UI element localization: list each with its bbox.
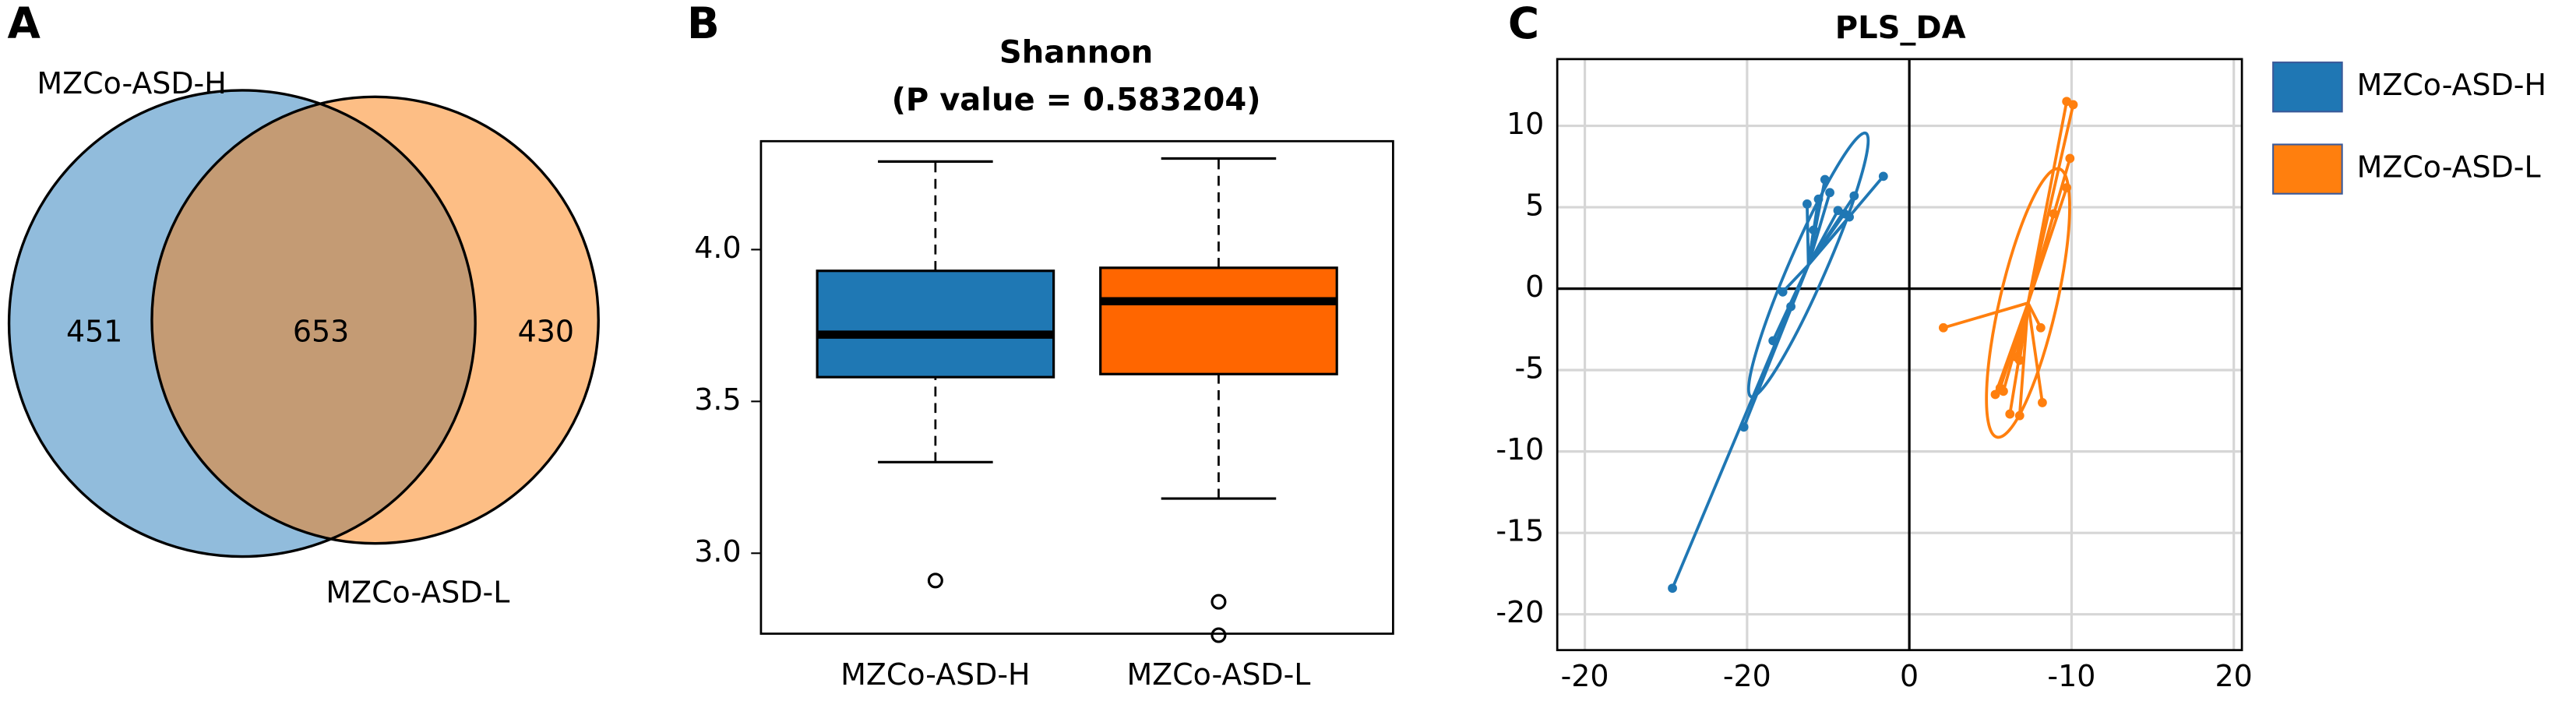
chart-subtitle: (P value = 0.583204) — [892, 83, 1261, 118]
point — [2062, 183, 2072, 192]
point — [2014, 410, 2025, 421]
centroid-link — [1806, 230, 1816, 266]
point — [2038, 398, 2047, 407]
x-tick-label: 0 — [1900, 659, 1919, 693]
plot-frame — [759, 139, 1394, 635]
venn-count: 451 — [66, 314, 122, 348]
point — [2005, 409, 2015, 419]
box — [1099, 266, 1338, 375]
centroid-link — [1806, 203, 1810, 266]
venn-count: 653 — [293, 314, 349, 348]
set-label: MZCo-ASD-H — [37, 66, 226, 100]
chart-title: Shannon — [999, 35, 1153, 71]
centroid-link — [1943, 301, 2029, 329]
y-tick-label: 3.0 — [694, 534, 741, 569]
plot-frame — [1556, 58, 2243, 652]
y-tick-label: 5 — [1525, 188, 1544, 223]
centroid-link — [1806, 195, 1855, 266]
y-tick-label: -10 — [1496, 432, 1544, 467]
point — [2065, 153, 2075, 164]
point — [1768, 336, 1778, 346]
point — [2014, 355, 2025, 365]
point — [1845, 212, 1854, 222]
outlier — [1210, 627, 1227, 643]
venn-overlap — [151, 97, 476, 544]
panel-letter: C — [1508, 0, 1539, 48]
x-tick-label: -10 — [2047, 659, 2095, 693]
point — [1938, 322, 1948, 333]
centroid-link — [1789, 264, 1810, 308]
y-tick-label: 0 — [1525, 269, 1544, 304]
centroid-link — [1781, 263, 1810, 294]
y-tick-label: 3.5 — [694, 382, 741, 417]
confidence-ellipse — [1746, 131, 1870, 399]
venn-outline — [7, 89, 477, 558]
centroid-link — [2026, 213, 2056, 304]
centroid-link — [2026, 302, 2044, 403]
centroid-link — [1807, 175, 1885, 266]
y-tick-label: -20 — [1496, 595, 1544, 629]
point — [1668, 583, 1677, 594]
centroid-link — [1806, 192, 1831, 266]
point — [1990, 389, 2000, 400]
point — [1999, 386, 2008, 396]
point — [1820, 174, 1830, 185]
legend-swatch — [2272, 62, 2343, 113]
set-label: MZCo-ASD-L — [326, 575, 509, 609]
point — [1878, 171, 1888, 181]
centroid-link — [2026, 104, 2075, 304]
point — [1778, 287, 1788, 297]
box — [816, 269, 1055, 379]
point — [1802, 199, 1812, 209]
panel-letter: A — [7, 0, 41, 48]
legend-label: MZCo-ASD-L — [2357, 150, 2541, 185]
y-tick-label: 10 — [1506, 107, 1544, 141]
y-tick-label: 4.0 — [694, 231, 741, 265]
point — [2068, 100, 2078, 110]
x-tick-label: -20 — [1561, 659, 1609, 693]
x-tick-label: -20 — [1723, 659, 1771, 693]
centroid-link — [1993, 302, 2030, 396]
centroid-link — [2026, 302, 2042, 329]
point — [1849, 191, 1859, 201]
outlier — [927, 572, 943, 589]
legend-swatch — [2272, 143, 2343, 195]
outlier — [1210, 594, 1227, 610]
x-tick-label: MZCo-ASD-H — [840, 657, 1030, 692]
venn-count: 430 — [518, 314, 574, 348]
y-tick-label: -15 — [1496, 514, 1544, 548]
panel-letter: B — [687, 0, 720, 48]
centroid-link — [2017, 302, 2030, 361]
legend-label: MZCo-ASD-H — [2357, 68, 2546, 102]
point — [2049, 209, 2059, 219]
point — [1809, 225, 1819, 235]
venn-outline — [150, 95, 600, 545]
chart-title: PLS_DA — [1835, 10, 1966, 46]
point — [1786, 301, 1795, 312]
y-tick-label: -5 — [1514, 351, 1544, 386]
point — [1813, 194, 1824, 204]
point — [1739, 422, 1749, 432]
x-tick-label: MZCo-ASD-L — [1126, 657, 1310, 692]
x-tick-label: 20 — [2215, 659, 2253, 693]
point — [1825, 188, 1834, 198]
point — [2035, 322, 2046, 333]
